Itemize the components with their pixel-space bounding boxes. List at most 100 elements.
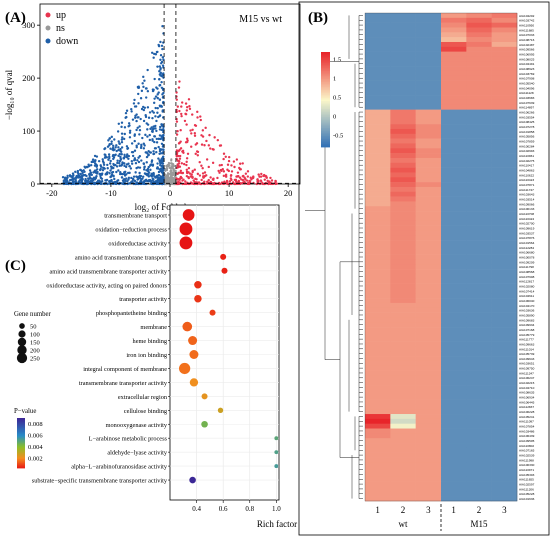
- heatmap-cell: [466, 298, 492, 304]
- pvalue-colorbar-slice: [17, 464, 25, 466]
- volcano-point-down: [87, 182, 90, 185]
- volcano-point-down: [128, 129, 132, 132]
- volcano-point-up: [203, 144, 206, 147]
- heatmap-cell: [466, 356, 492, 362]
- heatmap-cell: [365, 462, 391, 468]
- volcano-point-down: [115, 149, 118, 153]
- heatmap-cell: [390, 414, 416, 420]
- volcano-point-down: [137, 86, 141, 89]
- heatmap-cell: [365, 385, 391, 391]
- volcano-point-up: [184, 141, 188, 144]
- heatmap-cell: [415, 418, 442, 424]
- colorbar-slice: [321, 83, 330, 86]
- heatmap-cell: [415, 148, 442, 154]
- volcano-point-down: [157, 157, 160, 160]
- heatmap-cell: [415, 254, 442, 260]
- volcano-point-down: [68, 178, 72, 182]
- heatmap-row-label: AIA107165: [519, 449, 535, 453]
- heatmap-cell: [466, 375, 492, 381]
- heatmap-cell: [390, 317, 416, 323]
- volcano-xtick-label: 20: [284, 188, 293, 198]
- heatmap-column-label: 1: [451, 505, 456, 515]
- volcano-point-up: [217, 169, 220, 173]
- heatmap-row-label: AIA100228: [519, 410, 535, 414]
- volcano-point-ns: [168, 162, 172, 165]
- heatmap-cell: [491, 220, 518, 226]
- heatmap-cell: [491, 476, 518, 482]
- colorbar-tick-label: 0.5: [333, 95, 341, 102]
- heatmap-cell: [415, 351, 442, 357]
- volcano-point-down: [151, 163, 155, 166]
- bubble-category-label: amino acid transmembrane transport: [75, 254, 167, 261]
- heatmap-cell: [441, 322, 467, 328]
- heatmap-row-label: AIA109750: [519, 367, 535, 371]
- heatmap-cell: [441, 317, 467, 323]
- heatmap-cell: [441, 360, 467, 367]
- volcano-point-up: [224, 174, 228, 178]
- volcano-point-up: [194, 177, 197, 180]
- heatmap-cell: [365, 293, 391, 299]
- volcano-point-down: [142, 108, 146, 112]
- volcano-point-down: [119, 171, 122, 174]
- pvalue-colorbar-slice: [17, 438, 25, 440]
- heatmap-row-label: AIA112837: [519, 405, 534, 409]
- heatmap-cell: [491, 148, 518, 154]
- heatmap-cell: [466, 143, 492, 149]
- heatmap-cell: [415, 80, 442, 86]
- heatmap-cell: [390, 341, 416, 347]
- heatmap-cell: [491, 394, 518, 400]
- panel-b-label: (B): [308, 10, 328, 26]
- heatmap-cell: [365, 230, 391, 236]
- heatmap-row-label: AIA108568: [519, 270, 535, 274]
- heatmap-cell: [441, 496, 467, 502]
- heatmap-cell: [365, 13, 391, 19]
- volcano-point-down: [158, 114, 162, 117]
- volcano-point-down: [159, 68, 162, 71]
- heatmap-cell: [441, 138, 467, 144]
- volcano-point-down: [154, 127, 157, 130]
- volcano-point-up: [211, 161, 215, 165]
- heatmap-cell: [365, 476, 391, 482]
- heatmap-cell: [441, 240, 467, 246]
- bubble-category-label: amino acid transmembrane transporter act…: [50, 268, 168, 275]
- volcano-point-down: [125, 115, 128, 119]
- heatmap-cell: [441, 124, 467, 130]
- volcano-point-down: [139, 146, 143, 150]
- heatmap-cell: [441, 85, 467, 91]
- volcano-point-up: [176, 130, 179, 133]
- gene-number-legend-label: 100: [30, 332, 40, 339]
- colorbar-slice: [321, 66, 330, 69]
- heatmap-cell: [365, 317, 391, 323]
- heatmap-cell: [415, 443, 442, 449]
- heatmap-column-labels: 1 2 3 wt 1 2 3 M15: [375, 504, 507, 531]
- heatmap-cell: [441, 153, 467, 159]
- volcano-legend-label: ns: [56, 23, 65, 34]
- volcano-point-down: [147, 165, 150, 169]
- volcano-point-down: [93, 164, 97, 167]
- heatmap-cell: [415, 196, 442, 202]
- volcano-point-down: [94, 181, 98, 185]
- heatmap-cell: [365, 211, 391, 217]
- heatmap-cell: [415, 119, 442, 125]
- volcano-point-up: [186, 152, 190, 156]
- heatmap-cell: [491, 331, 518, 338]
- volcano-point-down: [116, 161, 119, 165]
- volcano-point-up: [263, 178, 266, 181]
- heatmap-cell: [466, 452, 492, 458]
- heatmap-cell: [390, 433, 416, 439]
- volcano-point-down: [137, 142, 140, 145]
- volcano-point-down: [138, 166, 142, 169]
- heatmap-cell: [365, 414, 391, 420]
- heatmap-cell: [441, 356, 467, 362]
- volcano-point-down: [145, 178, 148, 182]
- heatmap-cell: [441, 433, 467, 439]
- bubble-point: [220, 253, 227, 260]
- volcano-point-down: [130, 110, 133, 113]
- heatmap-row-label: AIA106934: [519, 396, 535, 400]
- volcano-point-down: [132, 175, 136, 178]
- heatmap-cell: [441, 298, 467, 304]
- colorbar-slice: [321, 58, 330, 61]
- volcano-point-down: [145, 122, 148, 125]
- volcano-point-down: [158, 128, 162, 131]
- volcano-point-up: [205, 139, 208, 143]
